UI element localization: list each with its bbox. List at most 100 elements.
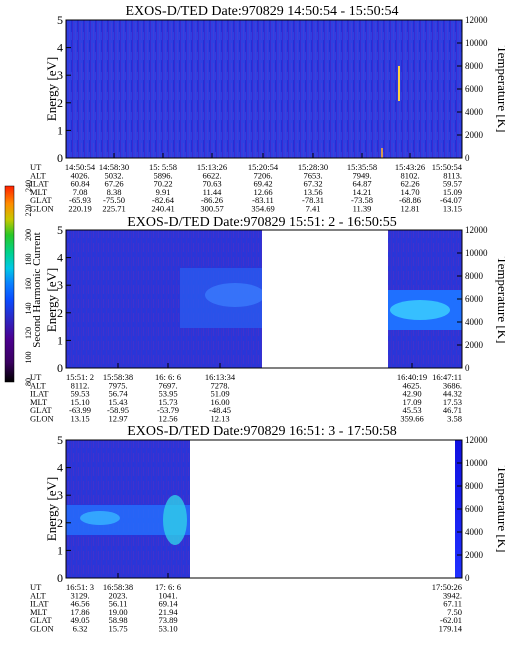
orbit-row-label: GLON [30,414,54,424]
orbit-value: 15.75 [108,624,127,634]
orbit-value: -86.26 [201,195,223,205]
orbit-value: 16:40:19 [397,372,427,382]
orbit-value: 15.43 [108,397,127,407]
orbit-row-label: GLAT [30,195,53,205]
panel-2-right-yticks: 0 2000 4000 6000 8000 10000 12000 [457,225,488,373]
colorbar-tick-label: 100 [24,352,33,364]
panel-1-spike [398,66,400,101]
right-ytick-label: 12000 [465,435,488,445]
right-ytick-label: 0 [465,363,470,373]
orbit-value: 67.26 [104,179,123,189]
orbit-value: -78.31 [302,195,324,205]
right-ytick-label: 12000 [465,15,488,25]
orbit-value: 354.69 [251,204,274,214]
orbit-value: 8112. [71,380,90,390]
orbit-value: 9.91 [156,187,171,197]
orbit-value: 62.26 [400,179,419,189]
orbit-value: 359.66 [400,414,423,424]
orbit-row-label: GLAT [30,405,53,415]
orbit-value: 7975. [108,380,127,390]
panel-2-yticks: 0 1 2 3 4 5 [57,223,71,375]
orbit-value: 15.73 [158,397,177,407]
right-ytick-label: 10000 [465,38,488,48]
orbit-row-label: ALT [30,170,47,180]
right-ytick-label: 2000 [465,130,484,140]
orbit-row-label: GLON [30,624,54,634]
ytick-label: 2 [57,306,63,320]
right-ytick-label: 4000 [465,527,484,537]
panel-3-yticks: 0 1 2 3 4 5 [57,433,71,585]
colorbar-tick-label: 80 [24,378,33,386]
right-ytick-label: 4000 [465,107,484,117]
orbit-row-label: ALT [30,380,47,390]
ytick-label: 4 [57,41,63,55]
orbit-value: 15:13:26 [197,162,227,172]
orbit-value: 300.57 [200,204,223,214]
panel-1-title: EXOS-D/TED Date:970829 14:50:54 - 15:50:… [126,4,399,19]
ytick-label: 1 [57,333,63,347]
orbit-value: -83.11 [252,195,274,205]
orbit-value: 12.56 [158,414,177,424]
ytick-label: 5 [57,223,63,237]
panel-2-ylabel: Energy [eV] [44,268,59,332]
panel-2-orbit-table: UT 15:51: 2 15:58:38 16: 6: 6 16:13:34 16:40:… [30,363,463,424]
ytick-label: 3 [57,488,63,502]
orbit-value: 53.10 [158,624,177,634]
orbit-value: 1041. [158,590,177,600]
panel-1-orbit-table: UT 14:50:54 14:58:30 15: 5:58 15:13:26 15:20:… [30,153,463,214]
orbit-value: 16: 6: 6 [155,372,181,382]
panel-3-ylabel: Energy [eV] [44,477,59,541]
orbit-value: 51.09 [210,389,229,399]
ytick-label: 4 [57,461,63,475]
orbit-value: 67.32 [303,179,322,189]
orbit-value: 17:50:26 [432,582,462,592]
orbit-value: -65.93 [69,195,91,205]
colorbar-tick-label: 120 [24,327,33,339]
orbit-value: 13.15 [443,204,462,214]
orbit-value: 6622. [202,170,221,180]
orbit-value: 16.00 [210,397,229,407]
orbit-value: 3942. [443,590,462,600]
orbit-value: 7278. [210,380,229,390]
colorbar-ticks: 80 100 120 140 160 180 200 220 240 [24,180,33,386]
orbit-value: 17: 6: 6 [155,582,181,592]
right-ytick-label: 10000 [465,248,488,258]
orbit-value: 12.81 [400,204,419,214]
orbit-value: 15.10 [70,397,89,407]
colorbar-label: Second Harmonic Current [31,232,43,347]
right-ytick-label: 8000 [465,481,484,491]
panel-2-gap [262,230,388,368]
orbit-value: 67.11 [443,599,462,609]
orbit-value: 7.41 [306,204,321,214]
orbit-value: 42.90 [402,389,421,399]
panel-1-ylabel-right: Temperature [K] [495,46,505,133]
orbit-value: 17.86 [70,607,89,617]
orbit-value: 14.70 [400,187,419,197]
panel-2-band-a-core [205,283,265,307]
panel-3-right-yticks: 0 2000 4000 6000 8000 10000 12000 [457,435,488,583]
orbit-value: 49.05 [70,615,89,625]
orbit-value: 64.87 [352,179,371,189]
right-ytick-label: 6000 [465,84,484,94]
orbit-value: 4026. [70,170,89,180]
orbit-value: 70.63 [202,179,221,189]
orbit-value: 46.71 [443,405,462,415]
orbit-value: 73.89 [158,615,177,625]
right-ytick-label: 6000 [465,504,484,514]
orbit-value: 16:47:11 [432,372,462,382]
orbit-value: 15:50:54 [432,162,463,172]
orbit-value: -82.64 [152,195,175,205]
orbit-value: 60.84 [70,179,90,189]
ytick-label: 2 [57,96,63,110]
colorbar-gradient [4,185,15,383]
orbit-value: 69.14 [158,599,178,609]
orbit-value: 7697. [158,380,177,390]
orbit-value: 13.56 [303,187,322,197]
right-ytick-label: 10000 [465,458,488,468]
colorbar-tick-label: 240 [24,180,33,192]
orbit-row-label: GLON [30,204,54,214]
orbit-value: 12.66 [253,187,272,197]
orbit-value: 2023. [108,590,127,600]
right-ytick-label: 6000 [465,294,484,304]
orbit-row-label: UT [30,162,42,172]
